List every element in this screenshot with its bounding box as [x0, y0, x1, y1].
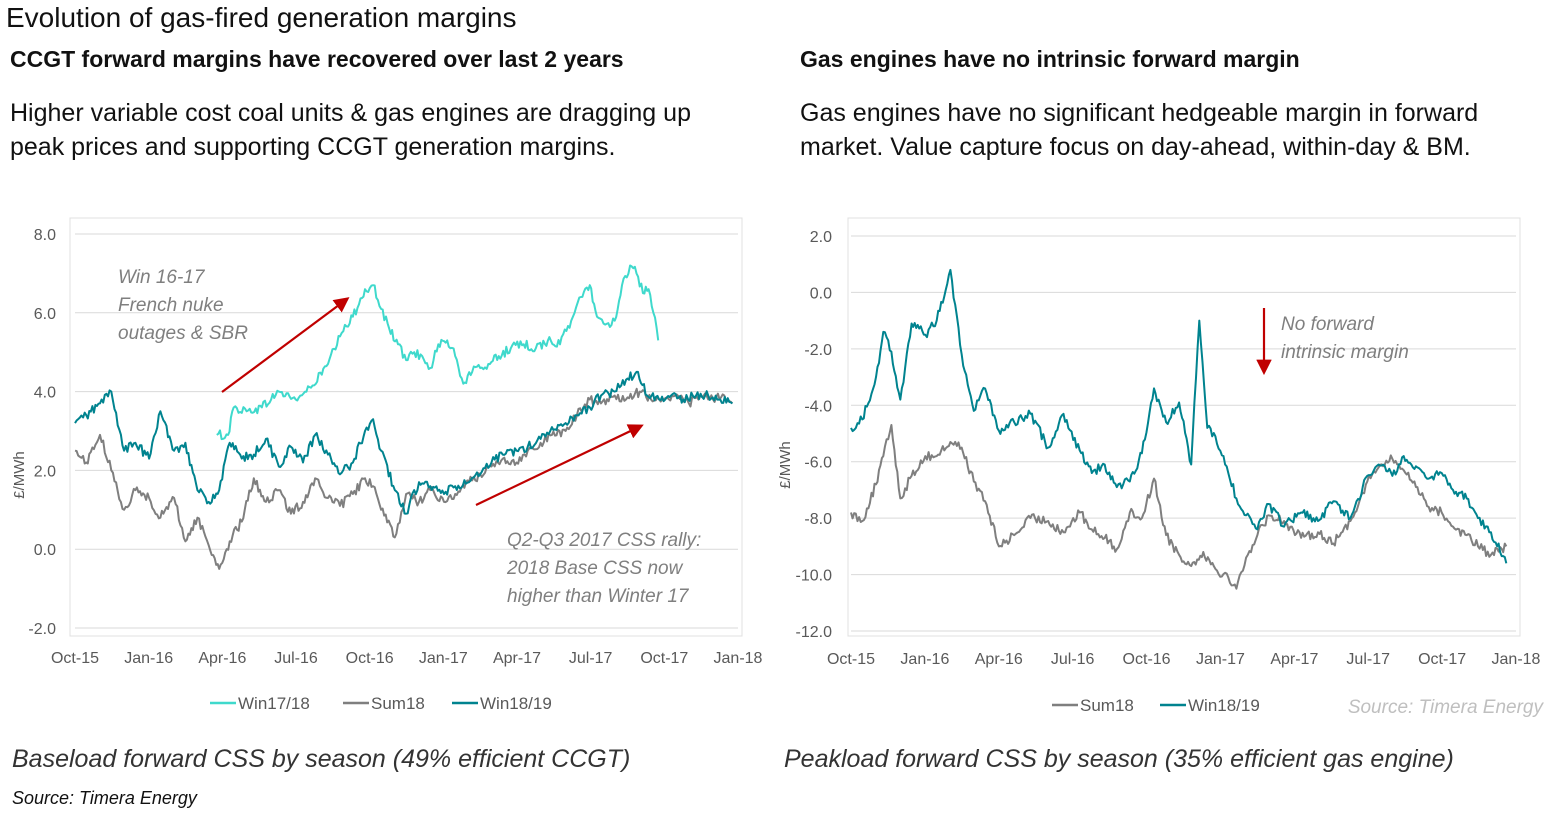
right-subheading: Gas engines have no intrinsic forward ma… — [800, 46, 1300, 72]
left-y-tick-label: -2.0 — [28, 621, 56, 638]
left-x-tick-label: Apr-16 — [198, 650, 246, 667]
legend-label-win1718: Win17/18 — [238, 694, 310, 713]
right-x-tick-label: Oct-16 — [1123, 651, 1171, 668]
left-y-tick-label: 0.0 — [34, 542, 56, 559]
right-x-tick-label: Oct-15 — [827, 651, 875, 668]
left-y-tick-label: 2.0 — [34, 463, 56, 480]
right-x-tick-label: Apr-16 — [975, 651, 1023, 668]
right-annotation-no-margin: No forward intrinsic margin — [1281, 314, 1409, 363]
left-chart-y-ticks: 8.0 6.0 4.0 2.0 0.0 -2.0 — [28, 227, 56, 638]
left-description-line-1: Higher variable cost coal units & gas en… — [10, 99, 691, 127]
right-description: Gas engines have no significant hedgeabl… — [800, 96, 1478, 164]
left-x-tick-label: Jul-16 — [274, 650, 318, 667]
annotation-line: intrinsic margin — [1281, 342, 1409, 363]
left-y-tick-label: 8.0 — [34, 227, 56, 244]
right-x-tick-label: Oct-17 — [1418, 651, 1466, 668]
right-y-tick-label: -8.0 — [804, 511, 832, 528]
left-x-tick-label: Oct-15 — [51, 650, 99, 667]
left-series-line-sum18 — [74, 387, 734, 570]
right-x-tick-label: Jul-16 — [1051, 651, 1095, 668]
left-subheading: CCGT forward margins have recovered over… — [10, 46, 624, 72]
legend-label-sum18: Sum18 — [371, 694, 425, 713]
left-x-tick-label: Apr-17 — [493, 650, 541, 667]
right-series-line-sum18 — [850, 424, 1508, 590]
right-y-tick-label: 2.0 — [810, 229, 832, 246]
left-x-tick-label: Jan-16 — [124, 650, 173, 667]
left-chart-y-axis-label: £/MWh — [11, 451, 28, 499]
legend-label-sum18: Sum18 — [1080, 696, 1134, 715]
left-x-tick-label: Jan-17 — [419, 650, 468, 667]
right-description-line-2: market. Value capture focus on day-ahead… — [800, 133, 1471, 161]
right-x-tick-label: Jan-17 — [1196, 651, 1245, 668]
left-annotation-nuke: Win 16-17 French nuke outages & SBR — [118, 267, 248, 344]
right-y-tick-label: -4.0 — [804, 398, 832, 415]
left-chart-x-ticks: Oct-15 Jan-16 Apr-16 Jul-16 Oct-16 Jan-17 Apr-… — [51, 650, 763, 667]
right-chart-gridlines — [851, 235, 1516, 632]
right-x-tick-label: Jan-18 — [1492, 651, 1541, 668]
right-chart-frame — [847, 217, 1521, 637]
right-x-tick-label: Apr-17 — [1270, 651, 1318, 668]
left-chart-gridlines — [75, 233, 738, 629]
right-y-tick-label: -12.0 — [796, 624, 833, 641]
left-annotation-rally: Q2-Q3 2017 CSS rally: 2018 Base CSS now … — [506, 530, 701, 607]
right-chart-x-ticks: Oct-15 Jan-16 Apr-16 Jul-16 Oct-16 Jan-17 Apr-… — [827, 651, 1541, 668]
page-title: Evolution of gas-fired generation margin… — [6, 2, 517, 33]
right-y-tick-label: 0.0 — [810, 285, 832, 302]
left-rally-arrow — [475, 424, 644, 506]
annotation-line: higher than Winter 17 — [507, 586, 690, 607]
right-y-tick-label: -2.0 — [804, 342, 832, 359]
left-chart-legend: Win17/18 Sum18 Win18/19 — [210, 694, 552, 713]
annotation-line: Q2-Q3 2017 CSS rally: — [507, 530, 701, 551]
right-x-tick-label: Jul-17 — [1346, 651, 1390, 668]
right-chart-series — [850, 268, 1508, 590]
left-x-tick-label: Oct-17 — [640, 650, 688, 667]
right-y-tick-label: -6.0 — [804, 455, 832, 472]
left-description: Higher variable cost coal units & gas en… — [10, 96, 691, 164]
left-chart-frame — [69, 217, 743, 637]
right-chart-source: Source: Timera Energy — [1348, 697, 1545, 718]
right-chart-y-ticks: 2.0 0.0 -2.0 -4.0 -6.0 -8.0 -10.0 -12.0 — [796, 229, 833, 641]
left-series-line-win18-19 — [74, 370, 733, 515]
left-up-arrow — [221, 297, 350, 393]
annotation-line: No forward — [1281, 314, 1375, 335]
right-chart-caption: Peakload forward CSS by season (35% effi… — [784, 745, 1454, 773]
legend-label-win1819: Win18/19 — [480, 694, 552, 713]
right-chart-y-axis-label: £/MWh — [777, 441, 794, 489]
baseload-css-chart: 8.0 6.0 4.0 2.0 0.0 -2.0 Oct-15 Jan-16 Apr-16 Ju… — [11, 217, 763, 713]
left-source-note: Source: Timera Energy — [12, 788, 197, 808]
right-x-tick-label: Jan-16 — [900, 651, 949, 668]
annotation-line: French nuke — [118, 295, 224, 316]
annotation-line: 2018 Base CSS now — [506, 558, 684, 579]
left-x-tick-label: Jul-17 — [569, 650, 613, 667]
left-y-tick-label: 4.0 — [34, 385, 56, 402]
annotation-line: Win 16-17 — [118, 267, 206, 288]
left-description-line-2: peak prices and supporting CCGT generati… — [10, 133, 616, 161]
legend-label-win1819: Win18/19 — [1188, 696, 1260, 715]
left-y-tick-label: 6.0 — [34, 306, 56, 323]
annotation-line: outages & SBR — [118, 323, 248, 344]
left-chart-caption: Baseload forward CSS by season (49% effi… — [12, 745, 631, 773]
right-description-line-1: Gas engines have no significant hedgeabl… — [800, 99, 1479, 127]
left-chart-series — [74, 264, 734, 570]
right-series-line-win18-19 — [850, 268, 1508, 564]
right-y-tick-label: -10.0 — [796, 568, 833, 585]
left-series-line-win17-18 — [216, 264, 660, 441]
left-x-tick-label: Oct-16 — [346, 650, 394, 667]
left-x-tick-label: Jan-18 — [714, 650, 763, 667]
right-chart-legend: Sum18 Win18/19 — [1052, 696, 1260, 715]
peakload-css-chart: 2.0 0.0 -2.0 -4.0 -6.0 -8.0 -10.0 -12.0 Oct-15 J… — [777, 217, 1545, 718]
